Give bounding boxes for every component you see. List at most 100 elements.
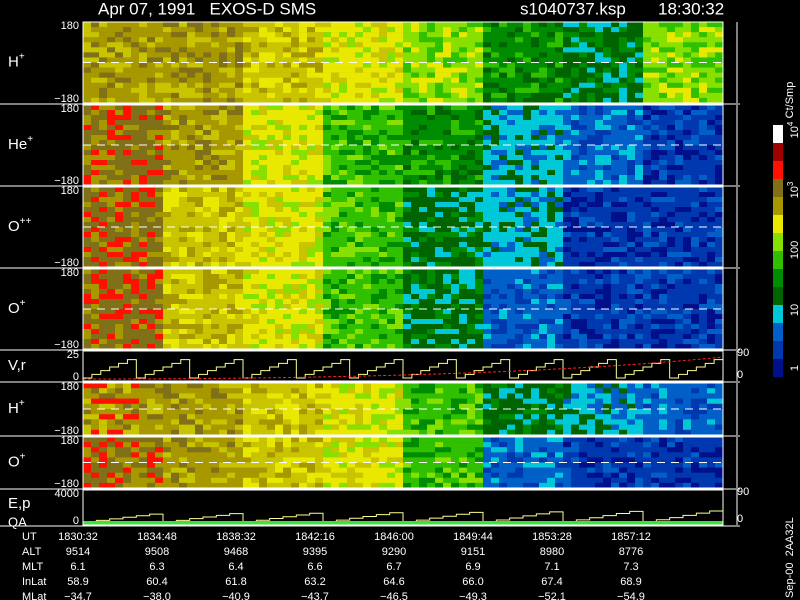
cell [259,309,268,315]
cell [691,135,700,141]
cell [147,232,156,238]
cell [147,150,156,156]
cell [187,42,196,48]
cell [179,92,188,99]
cell [203,140,212,146]
y-tick-label: 180 [61,20,79,32]
cell [395,217,404,223]
cell [267,257,276,263]
cell [363,262,372,268]
cell [363,105,372,111]
cell [107,120,116,126]
cell [691,247,700,253]
cell [427,262,436,268]
cell [699,110,708,116]
cell [403,207,412,213]
cell [419,140,428,146]
cell [603,222,612,228]
cell [323,222,332,228]
cell [99,165,108,171]
cell [491,202,500,208]
cell [491,110,500,116]
cell [419,150,428,156]
cell [715,175,724,181]
cell [691,57,700,63]
cell [339,37,348,43]
cell [683,105,692,111]
cell [267,120,276,126]
cell [555,150,564,156]
cell [579,170,588,176]
cell [123,77,132,84]
cell [347,135,356,141]
cell [387,62,396,68]
cell [467,130,476,136]
cell [395,187,404,193]
cell [339,125,348,131]
cell [339,160,348,166]
cell [499,187,508,193]
cell [651,257,660,263]
cell [395,237,404,243]
cell [467,135,476,141]
cell [403,77,412,84]
cell [387,334,396,340]
cell [619,252,628,258]
cell [115,314,124,320]
cell [627,62,636,68]
cell [419,27,428,33]
cell [123,27,132,33]
cell [147,269,156,275]
cell [619,344,628,350]
cell [363,140,372,146]
cell [603,217,612,223]
cell [291,344,300,350]
cell [235,314,244,320]
cell [699,77,708,84]
cell [323,232,332,238]
cell [203,130,212,136]
cell [203,77,212,84]
cell [315,22,324,28]
cell [587,47,596,53]
cell [371,232,380,238]
cell [555,187,564,193]
cell [619,32,628,38]
cell [651,67,660,73]
cell [411,227,420,233]
cell [155,165,164,171]
cell [603,237,612,243]
cell [227,150,236,156]
cell [603,22,612,28]
cell [411,92,420,99]
cell [91,175,100,181]
cell [355,192,364,198]
cell [371,72,380,78]
cell [187,130,196,136]
cell [627,187,636,193]
cell [387,344,396,350]
cell [595,314,604,320]
cell [555,197,564,203]
cell [219,212,228,218]
cell [507,237,516,243]
cell [227,130,236,136]
cell [147,284,156,290]
cell [491,27,500,33]
cell [491,170,500,176]
cell [483,115,492,121]
cell [451,269,460,275]
cell [379,22,388,28]
cell [435,324,444,330]
cell [211,87,220,94]
cell [587,180,596,186]
cell [515,145,524,151]
cell [107,242,116,248]
cell [427,207,436,213]
cell [147,67,156,73]
cell [203,289,212,295]
cell [595,165,604,171]
cell [595,57,604,63]
cell [107,187,116,193]
cell [539,97,548,104]
